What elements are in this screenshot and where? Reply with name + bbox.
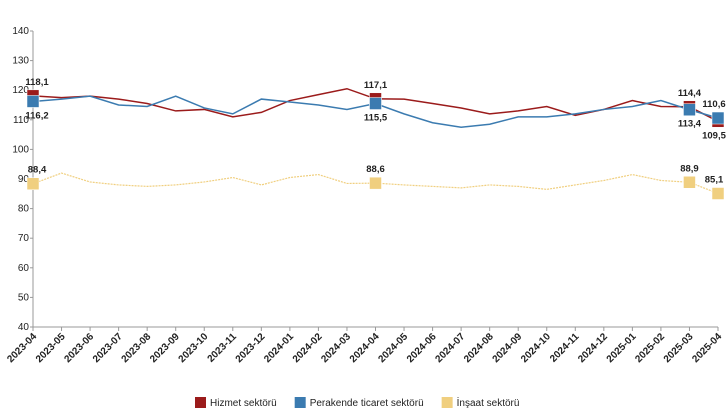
y-tick-label: 130 bbox=[12, 56, 29, 67]
value-label: 109,5 bbox=[702, 130, 726, 141]
point-marker bbox=[711, 111, 725, 125]
y-tick-label: 140 bbox=[12, 26, 29, 37]
y-tick-label: 80 bbox=[18, 204, 30, 215]
value-label: 88,6 bbox=[366, 164, 385, 175]
y-tick-label: 90 bbox=[18, 174, 30, 185]
x-tick-label: 2023-12 bbox=[234, 331, 268, 365]
legend-label: İnşaat sektörü bbox=[457, 396, 520, 409]
y-tick-label: 120 bbox=[12, 85, 29, 96]
x-tick-label: 2024-02 bbox=[291, 331, 325, 365]
value-label: 115,5 bbox=[364, 113, 388, 124]
x-tick-label: 2025-03 bbox=[662, 331, 696, 365]
point-marker bbox=[683, 103, 696, 116]
value-label: 110,6 bbox=[702, 99, 725, 110]
x-tick-label: 2023-05 bbox=[34, 331, 68, 365]
x-tick-label: 2024-03 bbox=[319, 331, 353, 365]
point-marker bbox=[26, 177, 40, 190]
x-tick-label: 2024-08 bbox=[462, 331, 496, 365]
legend-swatch bbox=[294, 397, 306, 408]
x-tick-label: 2023-04 bbox=[5, 331, 39, 365]
y-tick-label: 70 bbox=[18, 233, 30, 244]
point-marker bbox=[369, 97, 382, 110]
x-tick-label: 2023-07 bbox=[91, 331, 125, 365]
y-tick-label: 100 bbox=[12, 144, 29, 155]
legend-swatch bbox=[441, 397, 453, 408]
x-tick-label: 2024-12 bbox=[576, 331, 610, 365]
legend-swatch bbox=[195, 397, 206, 408]
value-label: 88,9 bbox=[680, 163, 699, 174]
x-tick-label: 2024-11 bbox=[548, 331, 582, 365]
point-marker bbox=[26, 95, 40, 108]
value-label: 118,1 bbox=[25, 77, 49, 88]
x-tick-label: 2024-05 bbox=[376, 331, 410, 365]
x-tick-label: 2023-09 bbox=[148, 331, 182, 365]
value-label: 85,1 bbox=[705, 175, 724, 186]
x-tick-label: 2023-10 bbox=[177, 331, 211, 365]
x-tick-label: 2024-01 bbox=[262, 331, 296, 365]
point-marker bbox=[711, 187, 725, 200]
x-tick-label: 2023-06 bbox=[62, 331, 96, 365]
value-label: 116,2 bbox=[25, 110, 48, 121]
x-tick-label: 2025-01 bbox=[605, 331, 639, 365]
x-tick-label: 2024-09 bbox=[491, 331, 525, 365]
value-label: 88,4 bbox=[28, 165, 47, 176]
value-label: 113,4 bbox=[678, 119, 702, 130]
value-label: 117,1 bbox=[364, 80, 388, 91]
x-tick-label: 2024-07 bbox=[434, 331, 468, 365]
x-tick-label: 2023-11 bbox=[206, 331, 240, 365]
point-marker bbox=[683, 176, 696, 189]
legend-label: Hizmet sektörü bbox=[210, 398, 277, 409]
legend-label: Perakende ticaret sektörü bbox=[310, 398, 424, 409]
x-tick-label: 2023-08 bbox=[120, 331, 154, 365]
x-tick-label: 2024-04 bbox=[348, 331, 382, 365]
y-tick-label: 50 bbox=[18, 292, 30, 303]
x-tick-label: 2025-04 bbox=[690, 331, 724, 365]
x-tick-label: 2024-10 bbox=[519, 331, 553, 365]
value-label: 114,4 bbox=[678, 88, 702, 99]
y-tick-label: 110 bbox=[13, 115, 29, 126]
y-tick-label: 40 bbox=[18, 322, 30, 333]
x-tick-label: 2025-02 bbox=[633, 331, 667, 365]
x-tick-label: 2024-06 bbox=[405, 331, 439, 365]
point-marker bbox=[369, 176, 382, 190]
y-tick-label: 60 bbox=[18, 263, 30, 274]
